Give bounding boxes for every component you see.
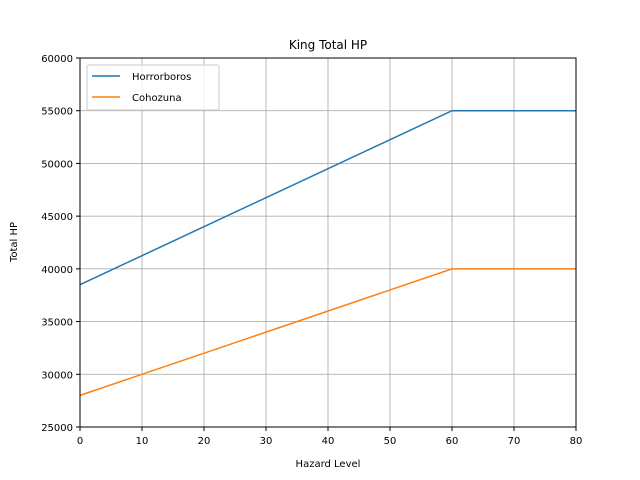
y-tick-label: 35000: [41, 318, 73, 329]
x-tick-label: 20: [198, 436, 211, 447]
chart-title: King Total HP: [289, 38, 367, 52]
x-tick-label: 80: [570, 436, 583, 447]
grid-lines: [79, 57, 577, 428]
x-tick-label: 70: [508, 436, 521, 447]
legend: Horrorboros Cohozuna: [86, 64, 220, 111]
y-tick-label: 45000: [41, 212, 73, 223]
y-tick-label: 60000: [41, 54, 73, 65]
y-tick-label: 30000: [41, 370, 73, 381]
series-lines: [79, 109, 576, 397]
y-tick-label: 50000: [41, 159, 73, 170]
legend-label-cohozuna: Cohozuna: [132, 93, 182, 104]
x-tick-label: 60: [446, 436, 459, 447]
x-tick-label: 30: [260, 436, 273, 447]
y-axis-ticks: 25000 30000 35000 40000 45000 50000 55000 60000: [41, 54, 80, 434]
x-tick-label: 40: [322, 436, 335, 447]
x-axis-ticks: 0 10 20 30 40 50 60 70 80: [77, 427, 583, 447]
y-tick-label: 40000: [41, 265, 73, 276]
x-tick-label: 0: [77, 436, 83, 447]
series-line-cohozuna: [79, 268, 576, 397]
x-axis-label: Hazard Level: [296, 459, 361, 470]
y-axis-label: Total HP: [9, 222, 20, 263]
series-line-horrorboros: [79, 109, 576, 286]
legend-label-horrorboros: Horrorboros: [132, 72, 191, 83]
x-tick-label: 50: [384, 436, 397, 447]
x-tick-label: 10: [136, 436, 149, 447]
y-tick-label: 55000: [41, 107, 73, 118]
y-tick-label: 25000: [41, 423, 73, 434]
